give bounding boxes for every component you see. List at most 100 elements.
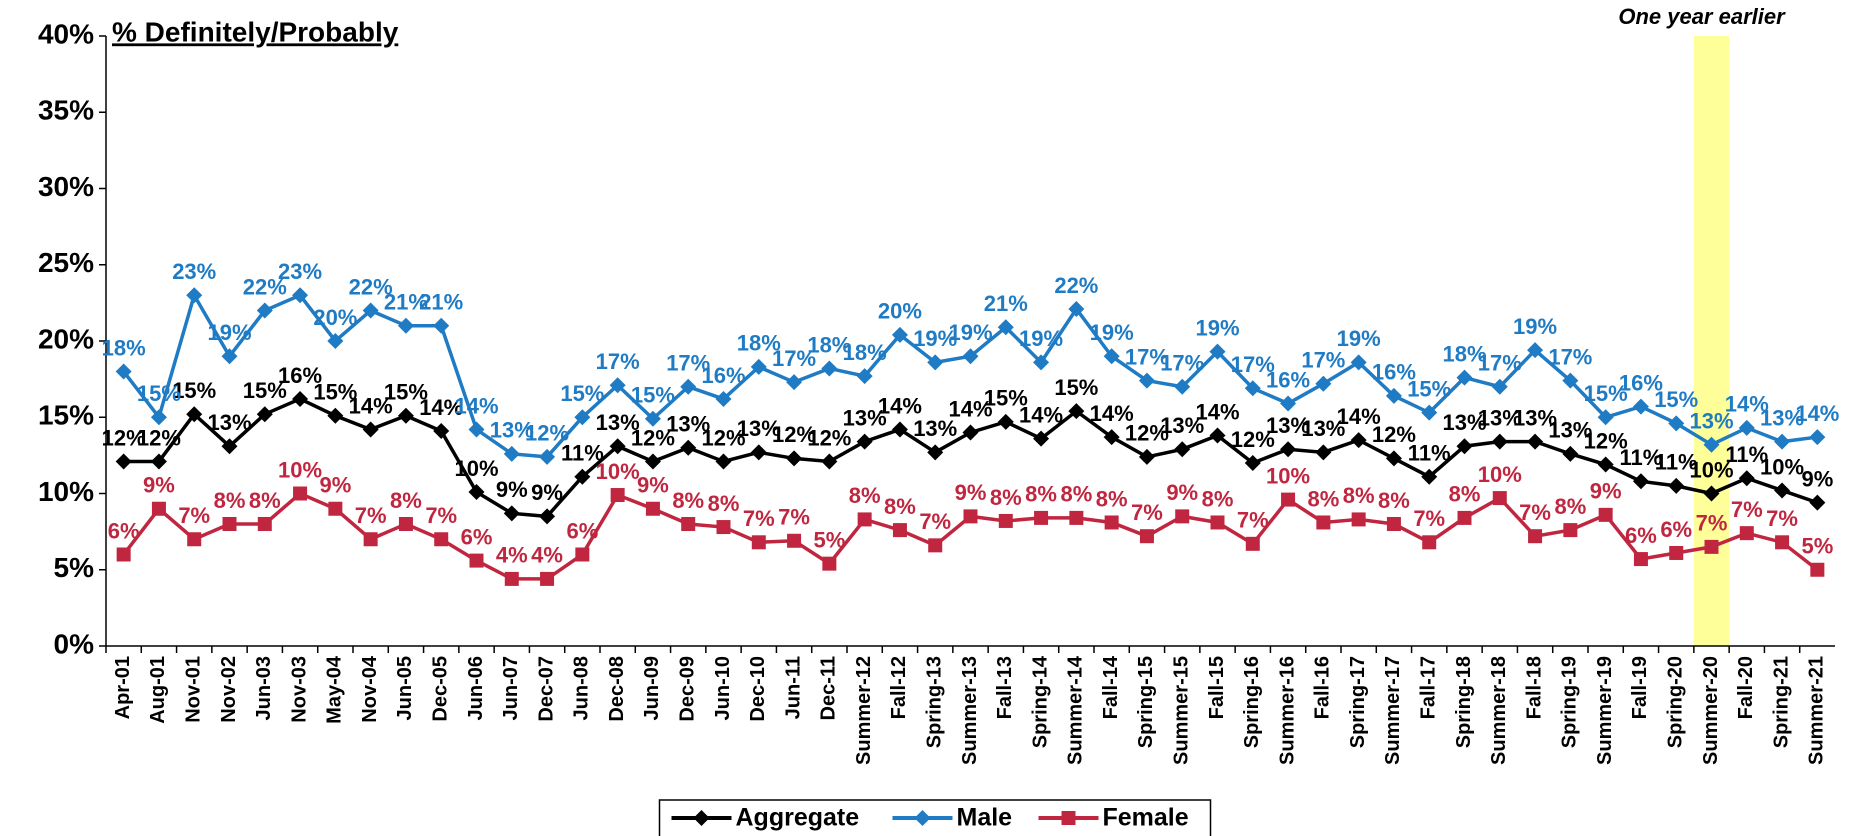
data-point (891, 421, 908, 438)
data-point (750, 444, 767, 461)
x-tick-label: Summer-19 (1594, 656, 1616, 765)
data-label: 10% (1689, 457, 1733, 482)
data-label: 16% (1266, 367, 1310, 392)
data-label: 22% (243, 274, 287, 299)
data-label: 12% (1584, 428, 1628, 453)
data-point (1456, 438, 1473, 455)
x-tick-label: Fall-12 (888, 656, 910, 719)
data-point (927, 354, 944, 371)
data-label: 14% (948, 396, 992, 421)
data-label: 18% (843, 340, 887, 365)
data-label: 8% (1554, 494, 1586, 519)
data-label: 7% (1696, 511, 1728, 536)
data-label: 14% (1795, 401, 1839, 426)
data-label: 19% (1513, 314, 1557, 339)
data-label: 15% (137, 381, 181, 406)
legend-marker (914, 810, 931, 826)
data-point (891, 326, 908, 343)
data-label: 8% (390, 488, 422, 513)
data-point (539, 448, 556, 465)
x-tick-label: Dec-05 (429, 656, 451, 722)
x-tick-label: Summer-12 (853, 656, 875, 765)
data-label: 7% (743, 506, 775, 531)
data-label: 7% (1131, 500, 1163, 525)
data-point (222, 517, 237, 531)
data-point (327, 333, 344, 349)
data-point (645, 501, 660, 516)
x-tick-label: Summer-14 (1065, 655, 1087, 765)
x-tick-label: Spring-21 (1770, 656, 1792, 748)
data-label: 11% (1725, 442, 1768, 467)
data-point (1774, 433, 1791, 450)
data-label: 9% (531, 480, 563, 505)
legend-marker (1061, 811, 1076, 825)
data-label: 8% (249, 488, 281, 513)
data-point (1103, 348, 1120, 365)
data-label: 6% (1660, 517, 1692, 542)
data-label: 13% (666, 412, 710, 437)
data-point (328, 501, 343, 516)
data-label: 15% (172, 378, 216, 403)
data-label: 13% (1478, 405, 1522, 430)
annotation: One year earlier (1618, 4, 1786, 29)
data-label: 19% (1019, 326, 1063, 351)
data-point (1491, 433, 1508, 450)
data-point (1422, 535, 1437, 550)
data-label: 13% (913, 416, 957, 441)
data-point (610, 488, 625, 503)
data-label: 12% (701, 425, 745, 450)
data-point (997, 319, 1014, 336)
x-tick-label: Summer-18 (1488, 656, 1510, 765)
data-point (1069, 510, 1084, 525)
x-tick-label: Jun-07 (500, 656, 522, 720)
x-tick-label: Jun-10 (712, 656, 734, 720)
data-point (821, 360, 838, 377)
data-point (1033, 430, 1050, 447)
data-label: 13% (1689, 409, 1733, 434)
data-point (1775, 535, 1790, 550)
data-point (928, 538, 943, 553)
data-point (715, 453, 732, 470)
x-tick-label: Spring-19 (1559, 656, 1581, 748)
x-tick-label: Summer-16 (1276, 656, 1298, 765)
data-label: 8% (884, 494, 916, 519)
data-point (1210, 515, 1225, 530)
data-label: 18% (807, 332, 851, 357)
data-point (1138, 372, 1155, 389)
data-label: 8% (1202, 486, 1234, 511)
data-point (750, 358, 767, 375)
data-point (1668, 477, 1685, 494)
data-point (116, 547, 131, 562)
data-point (1668, 415, 1685, 432)
y-tick-label: 20% (38, 323, 94, 354)
data-label: 7% (425, 503, 457, 528)
x-tick-label: Nov-02 (218, 656, 240, 723)
data-point (1174, 378, 1191, 395)
data-label: 14% (419, 395, 463, 420)
data-point (786, 450, 803, 467)
data-label: 9% (637, 473, 669, 498)
data-label: 18% (102, 335, 146, 360)
x-tick-label: Dec-08 (606, 656, 628, 722)
data-label: 17% (772, 346, 816, 371)
data-point (963, 509, 978, 524)
x-tick-label: Summer-20 (1700, 656, 1722, 765)
data-label: 13% (1301, 416, 1345, 441)
data-point (1421, 404, 1438, 421)
data-label: 21% (984, 291, 1028, 316)
x-tick-label: Jun-05 (394, 656, 416, 720)
x-tick-label: Nov-03 (288, 656, 310, 723)
data-label: 11% (1408, 441, 1451, 466)
data-label: 8% (1343, 483, 1375, 508)
data-label: 13% (490, 418, 534, 443)
x-tick-label: Aug-01 (147, 656, 169, 724)
data-point (1175, 509, 1190, 524)
data-point (540, 571, 555, 586)
data-point (397, 317, 414, 334)
data-label: 18% (1442, 341, 1486, 366)
data-label: 17% (1548, 344, 1592, 369)
x-tick-label: Jun-11 (782, 656, 804, 719)
data-label: 12% (631, 425, 675, 450)
data-point (1457, 510, 1472, 525)
